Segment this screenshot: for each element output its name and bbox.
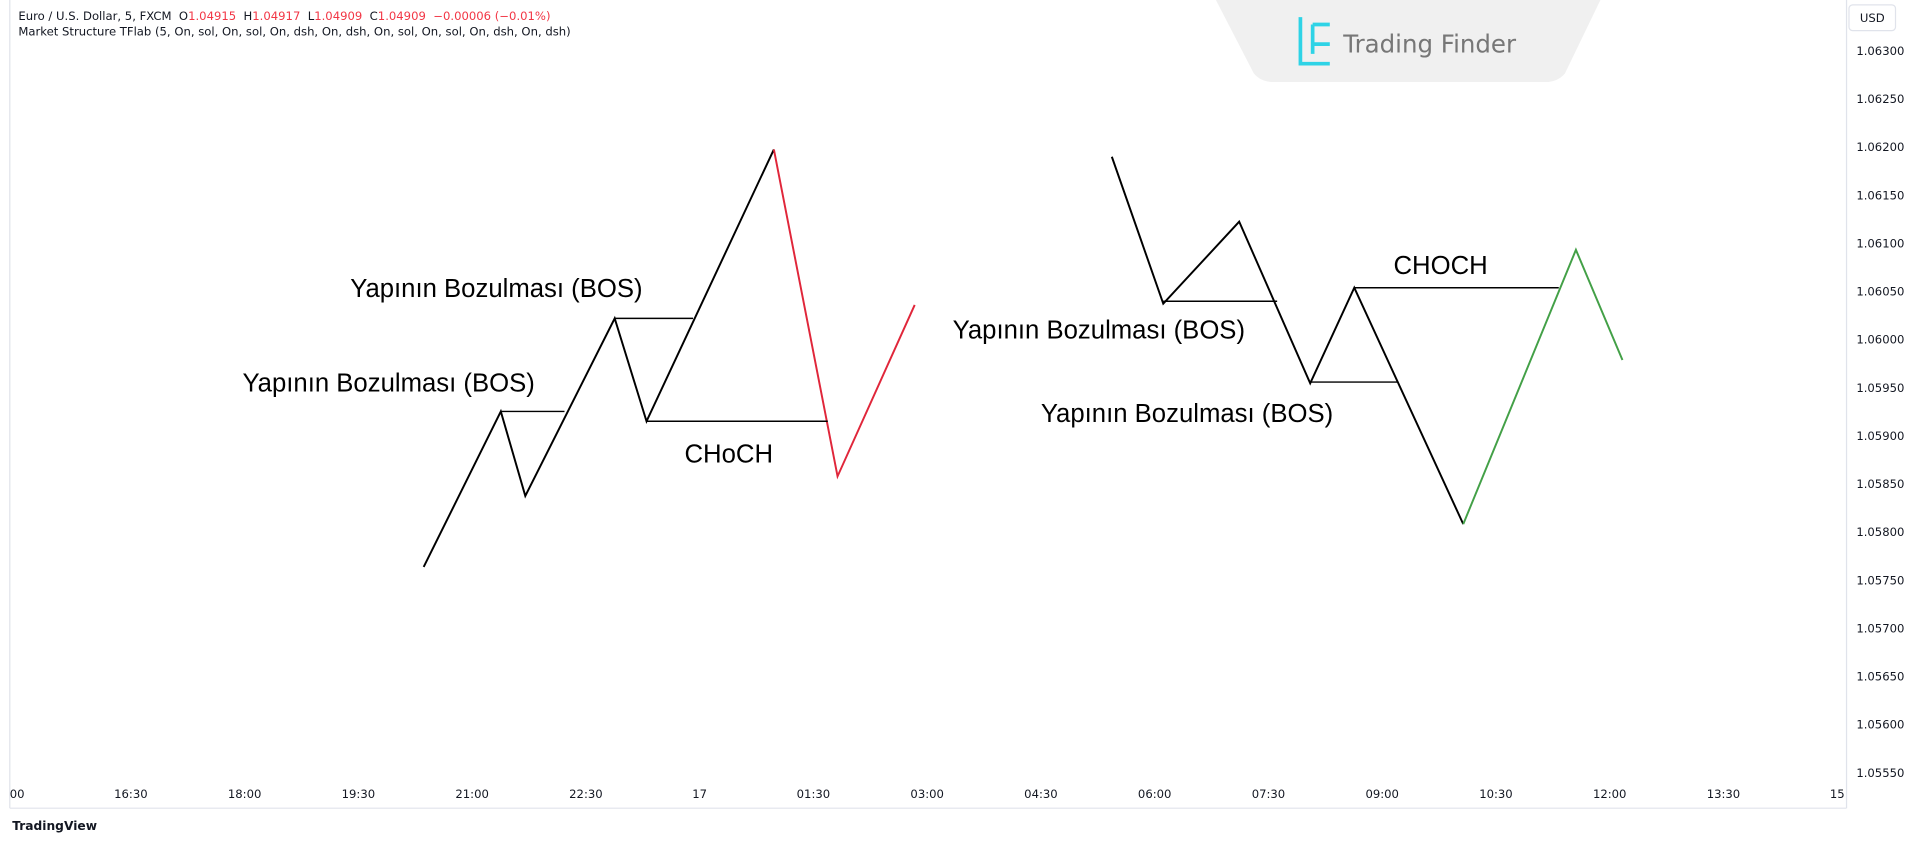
price-label: 1.05800 bbox=[1856, 525, 1904, 539]
change: −0.00006 (−0.01%) bbox=[433, 8, 550, 22]
price-label: 1.06250 bbox=[1856, 92, 1904, 106]
price-label: 1.06100 bbox=[1856, 236, 1904, 250]
time-label: 07:30 bbox=[1252, 787, 1286, 801]
time-label: 01:30 bbox=[797, 787, 831, 801]
structure-lines bbox=[422, 148, 1624, 568]
ohlc-value: 1.04917 bbox=[252, 8, 300, 22]
price-label: 1.06000 bbox=[1856, 333, 1904, 347]
ohlc-key: L bbox=[308, 8, 315, 22]
ohlc-key: O bbox=[179, 8, 188, 22]
currency-button[interactable] bbox=[1848, 4, 1897, 32]
footer: TradingView bbox=[12, 819, 97, 833]
zigzag-bear bbox=[772, 149, 916, 480]
annotation: Yapının Bozulması (BOS) bbox=[1041, 400, 1333, 428]
annotation: Yapının Bozulması (BOS) bbox=[953, 317, 1245, 345]
time-label: 09:00 bbox=[1365, 787, 1399, 801]
ohlc-key: H bbox=[244, 8, 253, 22]
price-label: 1.05550 bbox=[1856, 766, 1904, 780]
time-label: 15 bbox=[1830, 787, 1845, 801]
time-label: 12:00 bbox=[1593, 787, 1627, 801]
time-label: 13:30 bbox=[1707, 787, 1741, 801]
price-label: 1.06300 bbox=[1856, 44, 1904, 58]
ohlc-key: C bbox=[370, 8, 378, 22]
price-label: 1.05650 bbox=[1856, 670, 1904, 684]
time-label: 10:30 bbox=[1479, 787, 1513, 801]
time-label: 22:30 bbox=[569, 787, 603, 801]
time-label: 03:00 bbox=[910, 787, 944, 801]
time-label: 18:00 bbox=[228, 787, 262, 801]
ohlc-value: 1.04909 bbox=[378, 8, 426, 22]
time-label: 06:00 bbox=[1138, 787, 1172, 801]
logo-text: Trading Finder bbox=[1342, 29, 1517, 58]
time-label: 19:30 bbox=[342, 787, 376, 801]
ohlc-value: 1.04915 bbox=[188, 8, 236, 22]
indicator: Market Structure TFlab (5, On, sol, On, … bbox=[18, 24, 570, 38]
annotation: Yapının Bozulması (BOS) bbox=[242, 369, 534, 397]
time-label: 16:30 bbox=[114, 787, 148, 801]
logo-icon bbox=[1298, 17, 1330, 66]
price-label: 1.06200 bbox=[1856, 140, 1904, 154]
time-label: 17 bbox=[692, 787, 707, 801]
time-label: 21:00 bbox=[455, 787, 489, 801]
logo-panel bbox=[1215, 0, 1601, 83]
time-label: 04:30 bbox=[1024, 787, 1058, 801]
price-label: 1.05700 bbox=[1856, 621, 1904, 635]
annotation: CHoCH bbox=[684, 440, 773, 468]
time-label: 00 bbox=[10, 787, 25, 801]
price-label: 1.06050 bbox=[1856, 285, 1904, 299]
price-label: 1.05950 bbox=[1856, 381, 1904, 395]
zigzag-bull bbox=[1462, 247, 1624, 525]
zigzag bbox=[422, 148, 775, 568]
price-label: 1.05600 bbox=[1856, 718, 1904, 732]
price-label: 1.05850 bbox=[1856, 477, 1904, 491]
symbol: Euro / U.S. Dollar, 5, FXCM bbox=[18, 8, 171, 22]
currency[interactable]: USD bbox=[1860, 11, 1885, 25]
annotation: CHOCH bbox=[1393, 252, 1487, 280]
price-label: 1.05750 bbox=[1856, 573, 1904, 587]
price-label: 1.05900 bbox=[1856, 429, 1904, 443]
zigzag bbox=[1110, 156, 1465, 525]
annotation: Yapının Bozulması (BOS) bbox=[350, 275, 642, 303]
price-label: 1.06150 bbox=[1856, 188, 1904, 202]
header-line: Euro / U.S. Dollar, 5, FXCM O1.04915 H1.… bbox=[18, 8, 550, 22]
ohlc-value: 1.04909 bbox=[314, 8, 362, 22]
